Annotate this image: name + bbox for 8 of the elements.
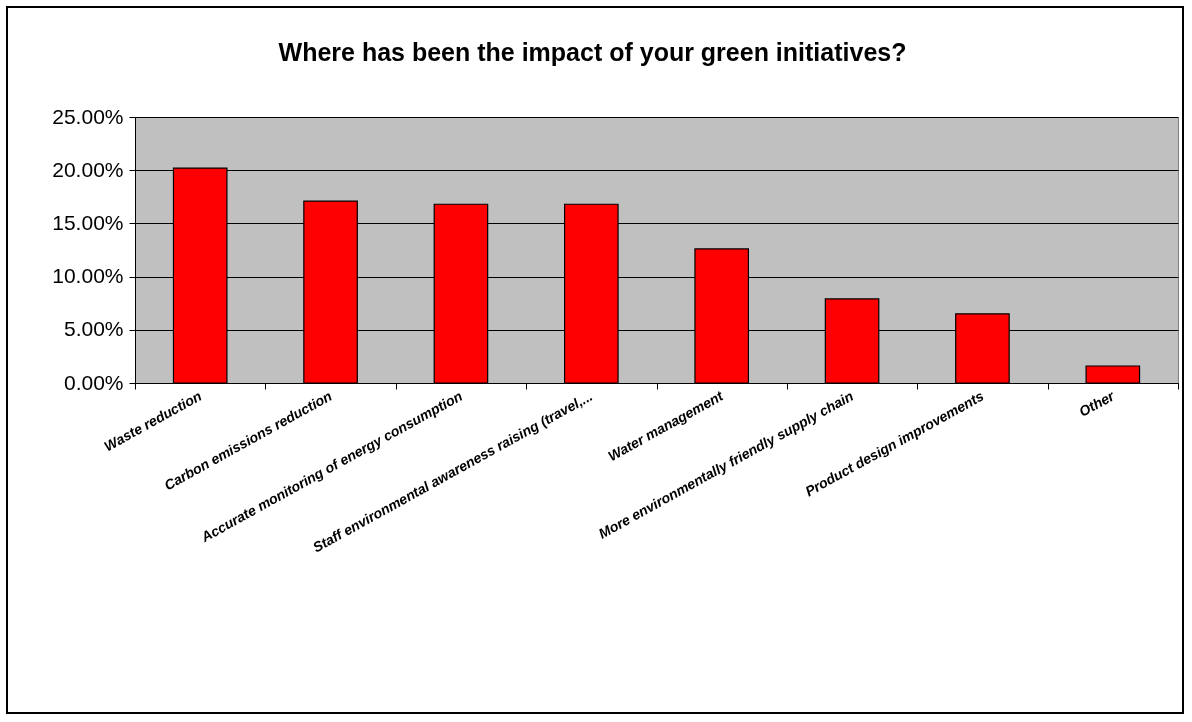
y-tick-label: 20.00% <box>52 157 124 181</box>
y-tick-label: 15.00% <box>52 210 124 234</box>
y-tick-label: 25.00% <box>52 104 124 128</box>
y-tick-label: 10.00% <box>52 264 124 288</box>
y-tick-label: 0.00% <box>63 370 124 394</box>
chart-title: Where has been the impact of your green initiatives? <box>278 38 907 66</box>
y-tick-label: 5.00% <box>63 317 124 341</box>
bar <box>1085 365 1141 384</box>
